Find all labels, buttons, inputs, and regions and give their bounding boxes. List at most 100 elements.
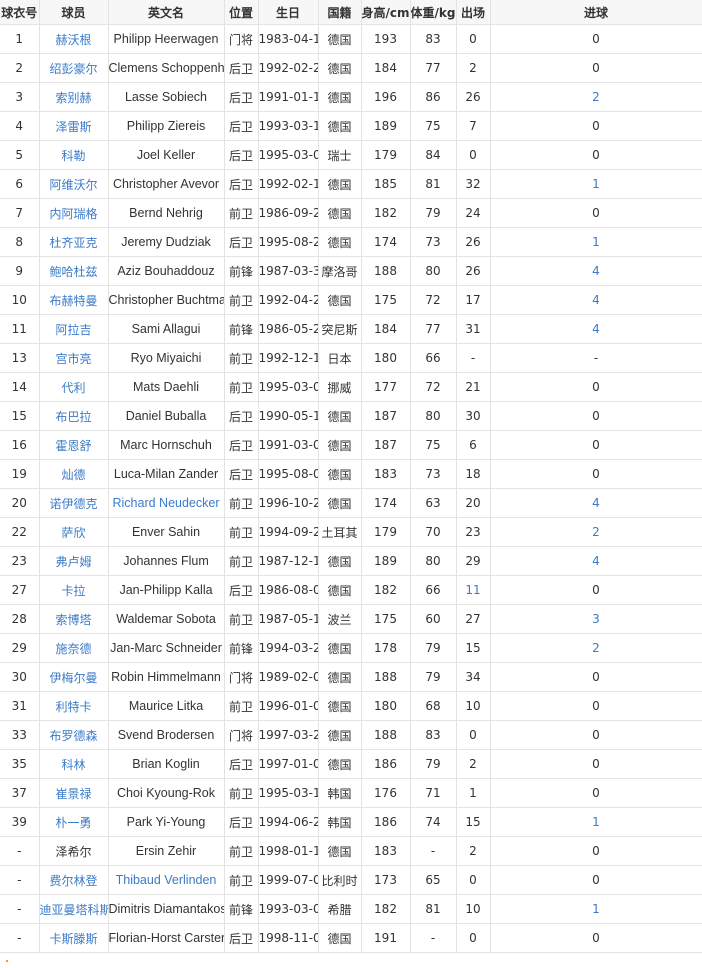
player-name-link[interactable]: 施奈德	[38, 633, 109, 663]
goals-link[interactable]: 1	[489, 169, 702, 199]
position-cell: 前卫	[223, 778, 259, 808]
goals-cell: 0	[489, 24, 702, 54]
jersey-number-cell: 5	[0, 140, 40, 170]
appearances-cell: 23	[455, 517, 491, 547]
nationality-cell: 德国	[317, 169, 362, 199]
english-name-link[interactable]: Thibaud Verlinden	[107, 865, 225, 895]
goals-link[interactable]: 4	[489, 488, 702, 518]
player-name-link[interactable]: 赫沃根	[38, 24, 109, 54]
goals-link[interactable]: 3	[489, 604, 702, 634]
player-name-link[interactable]: 索别赫	[38, 82, 109, 112]
player-name-link[interactable]: 弗卢姆	[38, 546, 109, 576]
goals-link[interactable]: 4	[489, 285, 702, 315]
goals-link[interactable]: 4	[489, 314, 702, 344]
player-name-link[interactable]: 泽雷斯	[38, 111, 109, 141]
player-name-link[interactable]: 诺伊德克	[38, 488, 109, 518]
player-name-link[interactable]: 阿拉吉	[38, 314, 109, 344]
birthday-cell: 1995-03-02	[257, 372, 319, 402]
player-name-cell: 泽希尔	[38, 836, 109, 866]
player-name-link[interactable]: 利特卡	[38, 691, 109, 721]
nationality-cell: 摩洛哥	[317, 256, 362, 286]
player-name-link[interactable]: 鲍哈杜兹	[38, 256, 109, 286]
height-cell: 189	[360, 546, 411, 576]
birthday-cell: 1997-03-22	[257, 720, 319, 750]
goals-link[interactable]: 2	[489, 517, 702, 547]
goals-link[interactable]: 1	[489, 894, 702, 924]
birthday-cell: 1993-03-05	[257, 894, 319, 924]
height-cell: 186	[360, 749, 411, 779]
player-name-link[interactable]: 迪亚曼塔科斯	[38, 894, 109, 924]
player-name-link[interactable]: 萨欣	[38, 517, 109, 547]
english-name-cell: Aziz Bouhaddouz	[107, 256, 225, 286]
player-name-link[interactable]: 科林	[38, 749, 109, 779]
player-name-link[interactable]: 索博塔	[38, 604, 109, 634]
height-cell: 179	[360, 140, 411, 170]
player-name-link[interactable]: 卡拉	[38, 575, 109, 605]
goals-link[interactable]: 4	[489, 546, 702, 576]
weight-cell: 80	[409, 546, 457, 576]
player-name-link[interactable]: 朴一勇	[38, 807, 109, 837]
player-name-link[interactable]: 内阿瑞格	[38, 198, 109, 228]
nationality-cell: 日本	[317, 343, 362, 373]
goals-link[interactable]: 2	[489, 82, 702, 112]
appearances-cell: 10	[455, 894, 491, 924]
position-cell: 后卫	[223, 575, 259, 605]
height-cell: 186	[360, 807, 411, 837]
goals-cell: 0	[489, 140, 702, 170]
english-name-cell: Clemens Schoppenhauer	[107, 53, 225, 83]
player-name-link[interactable]: 布罗德森	[38, 720, 109, 750]
english-name-cell: Lasse Sobiech	[107, 82, 225, 112]
player-name-link[interactable]: 绍彭豪尔	[38, 53, 109, 83]
jersey-number-cell: 11	[0, 314, 40, 344]
player-name-link[interactable]: 崔景禄	[38, 778, 109, 808]
player-name-link[interactable]: 霍恩舒	[38, 430, 109, 460]
player-name-link[interactable]: 伊梅尔曼	[38, 662, 109, 692]
goals-link[interactable]: 2	[489, 633, 702, 663]
jersey-number-cell: 33	[0, 720, 40, 750]
player-name-link[interactable]: 卡斯滕斯	[38, 923, 109, 953]
weight-cell: 73	[409, 227, 457, 257]
player-name-link[interactable]: 布赫特曼	[38, 285, 109, 315]
height-cell: 196	[360, 82, 411, 112]
header-row: 球衣号 球员 英文名 位置 生日 国籍 身高/cm 体重/kg 出场 进球	[0, 0, 702, 25]
goals-link[interactable]: 1	[489, 807, 702, 837]
english-name-link[interactable]: Richard Neudecker	[107, 488, 225, 518]
player-name-link[interactable]: 杜齐亚克	[38, 227, 109, 257]
player-name-link[interactable]: 宫市亮	[38, 343, 109, 373]
position-cell: 前卫	[223, 372, 259, 402]
goals-link[interactable]: 1	[489, 227, 702, 257]
position-cell: 前卫	[223, 836, 259, 866]
player-name-link[interactable]: 灿德	[38, 459, 109, 489]
height-cell: 188	[360, 720, 411, 750]
birthday-cell: 1986-08-06	[257, 575, 319, 605]
player-name-link[interactable]: 代利	[38, 372, 109, 402]
appearances-link[interactable]: 11	[455, 575, 491, 605]
jersey-number-cell: 28	[0, 604, 40, 634]
goals-link[interactable]: 4	[489, 256, 702, 286]
appearances-cell: 24	[455, 198, 491, 228]
position-cell: 前卫	[223, 691, 259, 721]
player-name-link[interactable]: 费尔林登	[38, 865, 109, 895]
player-name-link[interactable]: 阿维沃尔	[38, 169, 109, 199]
english-name-cell: Choi Kyoung-Rok	[107, 778, 225, 808]
weight-cell: 86	[409, 82, 457, 112]
appearances-cell: -	[455, 343, 491, 373]
weight-cell: 65	[409, 865, 457, 895]
jersey-number-cell: 10	[0, 285, 40, 315]
weight-cell: 63	[409, 488, 457, 518]
jersey-number-cell: 37	[0, 778, 40, 808]
player-name-link[interactable]: 科勒	[38, 140, 109, 170]
player-name-link[interactable]: 布巴拉	[38, 401, 109, 431]
height-cell: 191	[360, 923, 411, 953]
jersey-number-cell: 16	[0, 430, 40, 460]
english-name-cell: Luca-Milan Zander	[107, 459, 225, 489]
appearances-cell: 26	[455, 227, 491, 257]
height-cell: 187	[360, 430, 411, 460]
